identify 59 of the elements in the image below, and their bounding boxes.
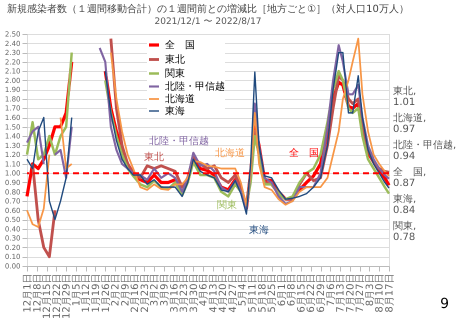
x-tick-label: 6月8日 (286, 274, 298, 306)
text: 全 国, 0.87 (393, 166, 426, 189)
x-tick-label: 5月11日 (248, 274, 259, 313)
x-tick-label: 12月22日 (52, 274, 63, 319)
x-tick-label: 4月27日 (228, 274, 239, 313)
x-tick-label: 6月22日 (306, 274, 318, 313)
text: 関東, 0.78 (393, 220, 416, 243)
chart-subtitle: 2021/12/1 〜 2022/8/17 (154, 17, 262, 27)
x-tick-label: 2月16日 (130, 274, 142, 313)
x-tick-label: 7月13日 (336, 274, 347, 313)
x-tick-label: 4月6日 (198, 274, 210, 306)
legend-label: 北海道 (165, 93, 195, 105)
x-tick-label: 6月1日 (276, 274, 288, 306)
chart-title: 新規感染者数（１週間移動合計）の１週間前との増減比［地方ごと①］（対人口10万人） (7, 3, 409, 15)
x-tick-label: 3月9日 (159, 274, 170, 306)
text: 北陸・甲信越, 0.94 (393, 139, 456, 162)
text: 全 国 (289, 148, 319, 159)
x-tick-label: 6月15日 (296, 274, 308, 313)
x-tick-label: 3月23日 (179, 274, 190, 313)
text: 東海 (249, 225, 269, 236)
x-tick-label: 2月23日 (140, 274, 151, 313)
x-tick-label: 2月9日 (120, 274, 132, 306)
x-tick-label: 6月29日 (316, 274, 328, 313)
x-tick-label: 2月2日 (110, 274, 122, 306)
x-tick-label: 3月2日 (150, 274, 161, 306)
x-tick-label: 7月20日 (345, 274, 356, 313)
x-tick-label: 3月16日 (169, 274, 180, 313)
x-tick-label: 1月12日 (81, 274, 92, 313)
x-tick-label: 8月3日 (364, 274, 376, 306)
text: 北海道 (215, 148, 245, 159)
x-tick-label: 4月13日 (208, 274, 220, 313)
text: 北海道, 0.97 (393, 112, 426, 135)
x-tick-label: 12月8日 (32, 274, 44, 313)
x-tick-label: 12月29日 (62, 274, 73, 319)
legend-label: 北陸・甲信越 (165, 80, 225, 92)
legend-label: 東海 (165, 105, 185, 117)
x-tick-label: 8月10日 (374, 274, 386, 313)
text: 関東 (217, 200, 237, 211)
x-tick-label: 4月20日 (218, 274, 230, 313)
text: 東北, 1.01 (393, 85, 416, 108)
x-tick-label: 7月6日 (326, 274, 337, 306)
legend-label: 全 国 (165, 39, 195, 51)
text: 東北 (144, 152, 164, 163)
x-tick-label: 3月30日 (188, 274, 200, 313)
x-tick-label: 1月5日 (71, 274, 82, 306)
x-tick-label: 1月26日 (100, 274, 112, 313)
x-tick-label: 5月4日 (238, 274, 249, 306)
x-tick-label: 5月18日 (257, 274, 268, 313)
x-tick-label: 12月1日 (22, 274, 34, 313)
text: 北陸・甲信越 (149, 136, 209, 147)
x-tick-label: 12月15日 (42, 274, 54, 319)
legend-label: 関東 (165, 68, 185, 80)
x-tick-label: 1月19日 (90, 274, 102, 313)
x-tick-label: 7月27日 (355, 274, 366, 313)
text: 東海, 0.84 (393, 193, 416, 216)
x-tick-label: 5月25日 (267, 274, 278, 313)
legend-label: 東北 (165, 54, 185, 66)
x-tick-label: 8月17日 (384, 274, 396, 313)
text: 9 (440, 296, 449, 312)
